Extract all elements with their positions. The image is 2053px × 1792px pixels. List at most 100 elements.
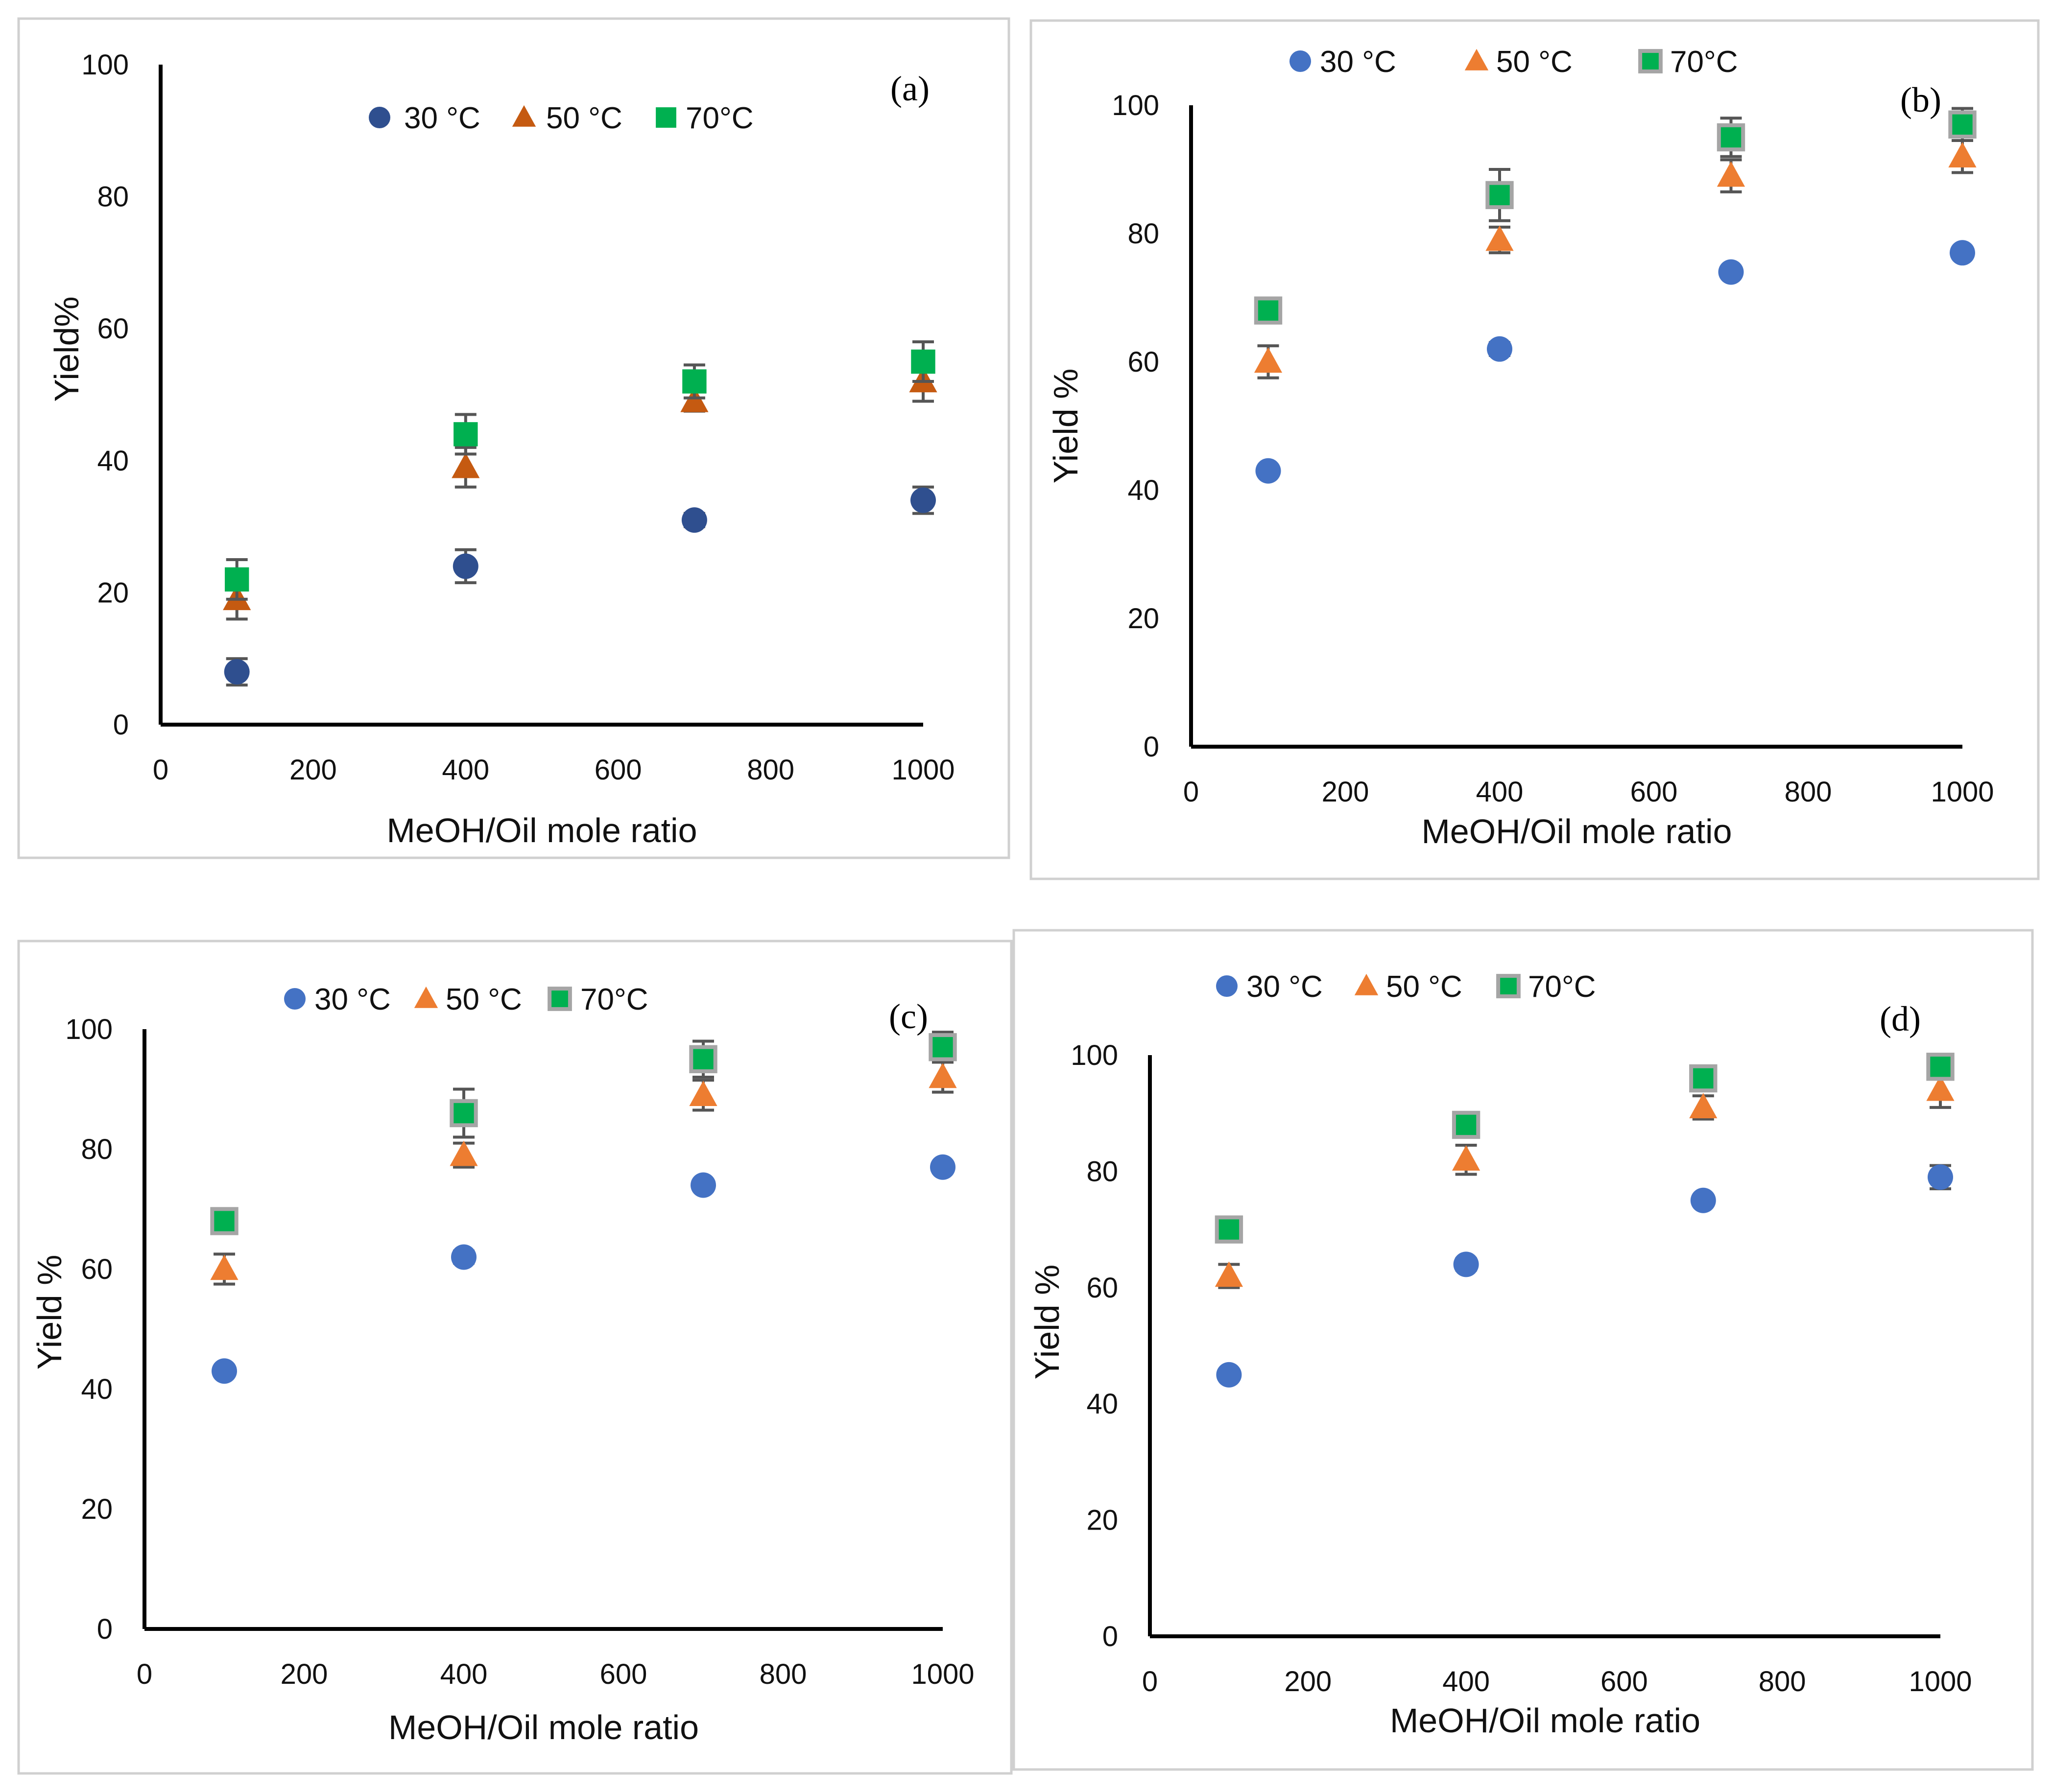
- x-tick-label: 600: [600, 1658, 647, 1690]
- legend-entry: 50 °C: [446, 983, 522, 1016]
- chart-panel-a: 0 200 400 600 800 1000 0 20 40 60 80 100 MeOH/Oil mo…: [17, 17, 1010, 859]
- legend-marker-square: [548, 987, 572, 1011]
- x-tick-label: 400: [1476, 776, 1524, 808]
- y-tick-label: 60: [81, 1253, 113, 1285]
- y-tick-label: 20: [1127, 603, 1159, 635]
- panel-frame: [17, 940, 1013, 1775]
- x-tick-label: 1000: [1909, 1666, 1972, 1698]
- series-70: [210, 1031, 957, 1235]
- x-tick-label: 400: [1442, 1666, 1490, 1698]
- y-tick-label: 40: [1086, 1388, 1118, 1420]
- panel-label: (b): [1900, 80, 1941, 119]
- data-point: [689, 1081, 717, 1106]
- data-point: [225, 567, 249, 592]
- y-tick-label: 80: [97, 181, 129, 213]
- x-tick-label: 0: [137, 1658, 152, 1690]
- y-axis-title: Yield %: [1047, 369, 1085, 484]
- legend-entry: 50 °C: [546, 101, 622, 135]
- series-70: [225, 340, 935, 601]
- legend: 30 °C 50 °C 70°C: [369, 101, 754, 135]
- y-tick-label: 40: [97, 445, 129, 477]
- data-point: [452, 452, 480, 478]
- x-tick-label: 800: [760, 1658, 807, 1690]
- chart-panel-c: 0 200 400 600 800 1000 0 20 40 60 80 100 MeOH/Oil mo…: [17, 940, 1013, 1775]
- data-point: [1487, 336, 1512, 362]
- legend-marker-circle: [284, 988, 306, 1010]
- y-tick-label: 20: [1086, 1505, 1118, 1536]
- x-tick-label: 800: [1785, 776, 1832, 808]
- data-point: [1717, 123, 1745, 152]
- x-tick-label: 0: [153, 754, 168, 786]
- y-tick-label: 60: [1086, 1272, 1118, 1304]
- data-point: [682, 369, 707, 394]
- panel-label: (a): [890, 69, 930, 108]
- y-tick-label: 20: [81, 1493, 113, 1525]
- series-30: [212, 1154, 955, 1384]
- data-point: [1216, 1362, 1242, 1388]
- data-point: [224, 659, 250, 685]
- y-tick-label: 60: [1127, 346, 1159, 378]
- legend-entry: 30 °C: [1246, 970, 1323, 1004]
- data-point: [1717, 161, 1745, 187]
- legend-marker-triangle: [414, 986, 438, 1008]
- data-point: [1215, 1261, 1243, 1287]
- data-point: [1254, 347, 1283, 373]
- legend: 30 °C 50 °C 70°C: [1216, 970, 1596, 1004]
- data-point: [1452, 1110, 1480, 1139]
- data-point: [1926, 1075, 1955, 1101]
- data-point: [212, 1358, 237, 1384]
- data-point: [454, 422, 478, 447]
- data-point: [1215, 1215, 1243, 1244]
- panel-frame: [17, 17, 1010, 859]
- data-point: [1485, 181, 1514, 210]
- x-tick-label: 800: [1759, 1666, 1806, 1698]
- data-point: [929, 1033, 957, 1061]
- data-point: [911, 349, 935, 374]
- data-point: [910, 487, 936, 513]
- data-point: [453, 553, 478, 579]
- x-axis-title: MeOH/Oil mole ratio: [388, 1708, 699, 1746]
- x-tick-label: 200: [281, 1658, 328, 1690]
- legend-entry: 70°C: [686, 101, 754, 135]
- legend: 30 °C 50 °C 70°C: [1289, 45, 1738, 79]
- legend-marker-circle: [1289, 50, 1311, 72]
- y-tick-label: 100: [1112, 90, 1159, 121]
- panel-frame: [1029, 19, 2040, 880]
- series-50: [210, 1061, 957, 1286]
- legend-marker-triangle: [1464, 48, 1489, 71]
- legend-marker-square: [1496, 974, 1521, 998]
- data-point: [1485, 225, 1514, 251]
- x-axis-title: MeOH/Oil mole ratio: [386, 811, 697, 849]
- data-point: [451, 1244, 477, 1270]
- y-tick-label: 40: [1127, 474, 1159, 506]
- chart-panel-d: 0 200 400 600 800 1000 0 20 40 60 80 100 MeOH/Oil mo…: [1012, 929, 2034, 1771]
- legend-entry: 70°C: [1670, 45, 1738, 79]
- legend: 30 °C 50 °C 70°C: [284, 983, 648, 1016]
- y-tick-label: 0: [1102, 1621, 1118, 1652]
- data-point: [210, 1254, 239, 1280]
- data-point: [450, 1140, 478, 1166]
- data-point: [1948, 142, 1977, 168]
- y-axis-title: Yield %: [30, 1255, 69, 1370]
- panel-label: (d): [1880, 999, 1921, 1038]
- data-point: [929, 1062, 957, 1088]
- y-tick-label: 100: [1071, 1039, 1118, 1071]
- y-tick-label: 100: [81, 49, 129, 81]
- x-tick-label: 600: [1630, 776, 1678, 808]
- data-point: [1926, 1053, 1955, 1081]
- legend-marker-triangle: [512, 105, 536, 127]
- data-point: [1453, 1251, 1479, 1277]
- legend-marker-square: [1638, 49, 1663, 73]
- legend-marker-circle: [369, 107, 390, 128]
- data-point: [1689, 1093, 1718, 1119]
- legend-marker-circle: [1216, 975, 1238, 997]
- panel-label: (c): [889, 997, 928, 1036]
- y-axis-title: Yield %: [1028, 1265, 1066, 1380]
- x-axis-title: MeOH/Oil mole ratio: [1421, 812, 1732, 850]
- y-tick-label: 0: [97, 1613, 113, 1645]
- legend-entry: 50 °C: [1386, 970, 1462, 1004]
- data-point: [1948, 110, 1977, 139]
- legend-entry: 70°C: [580, 983, 648, 1016]
- data-point: [691, 1172, 716, 1198]
